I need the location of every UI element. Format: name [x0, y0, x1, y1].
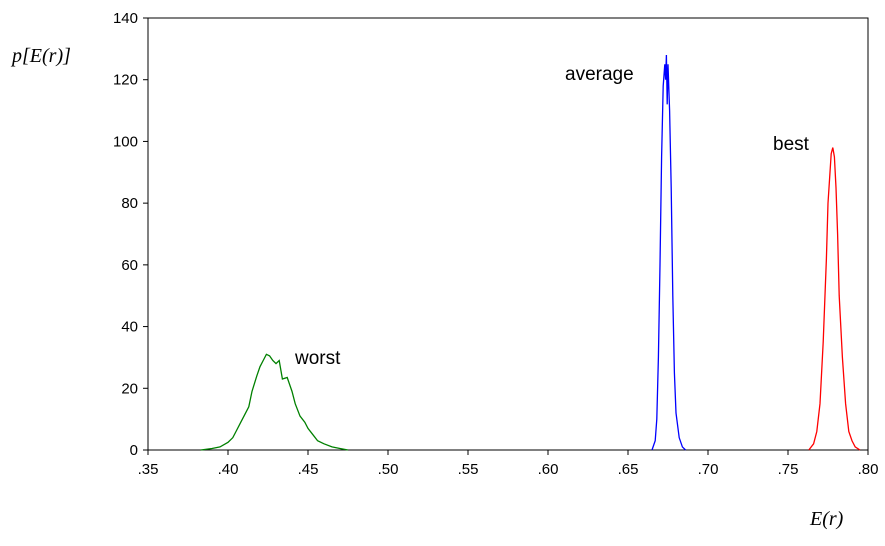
x-tick-label: .60	[538, 461, 559, 478]
x-tick-label: .80	[858, 461, 879, 478]
x-tick-label: .70	[698, 461, 719, 478]
y-tick-label: 20	[121, 380, 138, 397]
y-tick-label: 40	[121, 319, 138, 336]
y-tick-label: 60	[121, 257, 138, 274]
y-tick-label: 100	[113, 133, 138, 150]
series-label: worst	[294, 348, 341, 369]
y-tick-label: 120	[113, 72, 138, 89]
density-line	[808, 147, 861, 451]
x-axis-label: E(r)	[809, 508, 844, 530]
x-tick-label: .35	[138, 461, 159, 478]
y-tick-label: 0	[130, 442, 138, 459]
x-tick-label: .40	[218, 461, 239, 478]
density-line	[200, 353, 349, 451]
series-label: average	[565, 64, 634, 85]
series-label: best	[773, 134, 810, 155]
x-tick-label: .75	[778, 461, 799, 478]
x-tick-label: .50	[378, 461, 399, 478]
x-tick-label: .55	[458, 461, 479, 478]
y-axis-label: p[E(r)]	[10, 45, 71, 67]
x-tick-label: .65	[618, 461, 639, 478]
y-tick-label: 140	[113, 10, 138, 27]
y-tick-label: 80	[121, 195, 138, 212]
plot-frame	[147, 17, 869, 451]
x-tick-label: .45	[298, 461, 319, 478]
density-line	[651, 55, 687, 451]
